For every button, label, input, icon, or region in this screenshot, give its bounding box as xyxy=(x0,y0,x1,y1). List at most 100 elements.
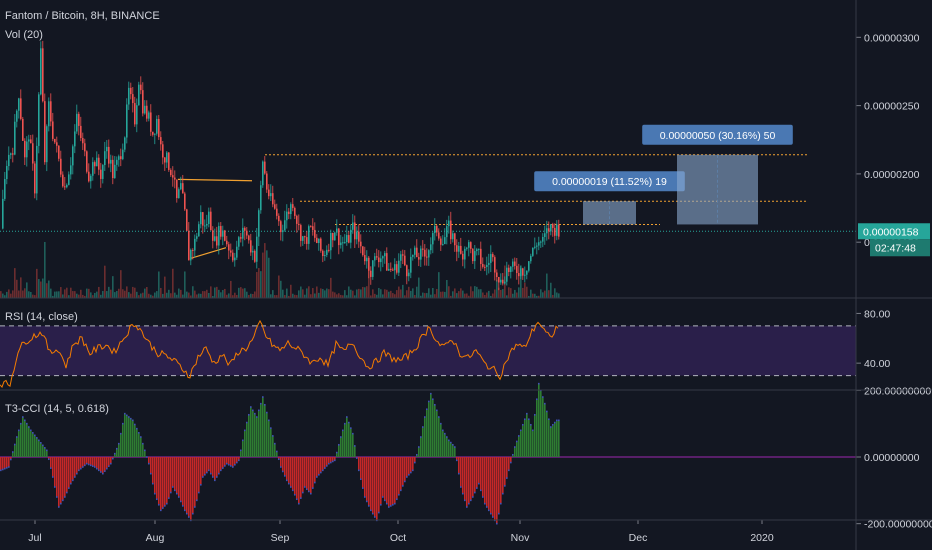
cci-bar-negative xyxy=(332,457,334,462)
cci-bar-tip xyxy=(56,496,58,498)
volume-bar xyxy=(440,291,442,298)
cci-bar-tip xyxy=(342,429,344,432)
cci-bar-tip xyxy=(176,492,178,495)
volume-bar xyxy=(12,290,14,298)
volume-bar xyxy=(272,290,274,298)
price-axis[interactable]: 0.000003000.000002500.000002000.00000150… xyxy=(856,32,932,531)
cci-bar-tip xyxy=(206,471,208,474)
cci-bar-tip xyxy=(500,502,502,505)
volume-bar xyxy=(342,295,344,298)
cci-bar-tip xyxy=(484,502,486,505)
candle-down xyxy=(470,242,472,249)
price-tick-label: 0.00000300 xyxy=(864,32,920,44)
cci-bar-negative xyxy=(364,457,366,497)
candle-up xyxy=(408,272,410,277)
cci-bar-tip xyxy=(362,487,364,489)
volume-bar xyxy=(208,292,210,298)
candle-up xyxy=(430,244,432,251)
volume-bar xyxy=(492,293,494,298)
candle-up xyxy=(36,145,38,194)
cci-bar-negative xyxy=(238,457,240,461)
cci-bar-tip xyxy=(254,412,256,415)
cci-bar-negative xyxy=(370,457,372,511)
cci-bar-tip xyxy=(82,466,84,468)
candle-up xyxy=(206,224,208,226)
cci-bar-tip xyxy=(512,453,514,456)
cci-bar-tip xyxy=(350,427,352,429)
volume-bar xyxy=(108,286,110,298)
cci-bar-tip xyxy=(54,486,56,488)
cci-bar-positive xyxy=(40,442,42,457)
candle-up xyxy=(532,247,534,256)
cci-bar-negative xyxy=(218,457,220,474)
time-tick-label: Sep xyxy=(271,532,290,544)
candle-up xyxy=(8,154,10,167)
volume-bar xyxy=(480,289,482,298)
candle-down xyxy=(358,231,360,242)
cci-bar-negative xyxy=(194,457,196,507)
volume-bar xyxy=(22,290,24,298)
cci-bar-tip xyxy=(462,492,464,495)
cci-bar-tip xyxy=(320,471,322,474)
volume-bar xyxy=(292,293,294,298)
cci-bar-tip xyxy=(530,423,532,426)
cci-bar-positive xyxy=(428,401,430,457)
cci-bar-positive xyxy=(32,432,34,457)
cci-bar-positive xyxy=(516,441,518,457)
volume-bar xyxy=(134,287,136,298)
candle-up xyxy=(110,159,112,164)
volume-bar xyxy=(110,289,112,298)
cci-bar-tip xyxy=(164,505,166,507)
candle-up xyxy=(324,254,326,257)
cci-bar-tip xyxy=(200,483,202,486)
cci-bar-negative xyxy=(50,457,52,469)
cci-bar-tip xyxy=(390,505,392,507)
candle-up xyxy=(330,232,332,251)
cci-bar-tip xyxy=(428,400,430,403)
cci-bar-negative xyxy=(396,457,398,500)
cci-bar-tip xyxy=(318,473,320,476)
cci-bar-tip xyxy=(214,479,216,482)
projection-boxes[interactable]: 0.00000019 (11.52%) 19 0.00000050 (30.16%… xyxy=(534,124,793,225)
candle-up xyxy=(222,230,224,237)
cci-bar-tip xyxy=(282,470,284,473)
cci-bar-tip xyxy=(510,461,512,464)
candle-down xyxy=(146,105,148,119)
candle-up xyxy=(318,238,320,243)
cci-bar-tip xyxy=(12,451,14,453)
cci-bar-tip xyxy=(474,491,476,494)
cci-bar-tip xyxy=(456,459,458,462)
cci-bar-negative xyxy=(214,457,216,481)
candle-up xyxy=(556,224,558,236)
rsi-pane xyxy=(0,319,856,388)
cci-bar-positive xyxy=(352,433,354,457)
candle-up xyxy=(374,256,376,261)
cci-bar-tip xyxy=(480,489,482,492)
cci-bar-positive xyxy=(116,448,118,457)
volume-bar xyxy=(538,295,540,298)
volume-bar xyxy=(156,291,158,298)
cci-bar-tip xyxy=(378,511,380,514)
candle-up xyxy=(410,256,412,273)
cci-bar-positive xyxy=(550,427,552,457)
candle-down xyxy=(120,156,122,160)
cci-bar-tip xyxy=(8,466,10,468)
cci-bar-negative xyxy=(482,457,484,497)
volume-bar xyxy=(364,287,366,298)
time-axis[interactable]: Jul Aug Sep Oct Nov Dec 2020 xyxy=(28,520,774,544)
volume-bar xyxy=(268,257,270,298)
candle-down xyxy=(32,143,34,164)
volume-bar xyxy=(510,288,512,298)
cci-bar-negative xyxy=(160,457,162,511)
cci-bar-tip xyxy=(30,429,32,432)
volume-bar xyxy=(470,286,472,298)
volume-bar xyxy=(426,293,428,298)
cci-bar-tip xyxy=(234,463,236,466)
cci-bar-negative xyxy=(368,457,370,506)
candle-down xyxy=(368,257,370,271)
candle-down xyxy=(30,139,32,144)
candle-down xyxy=(552,224,554,228)
cci-bar-positive xyxy=(544,403,546,457)
volume-bar xyxy=(158,271,160,298)
